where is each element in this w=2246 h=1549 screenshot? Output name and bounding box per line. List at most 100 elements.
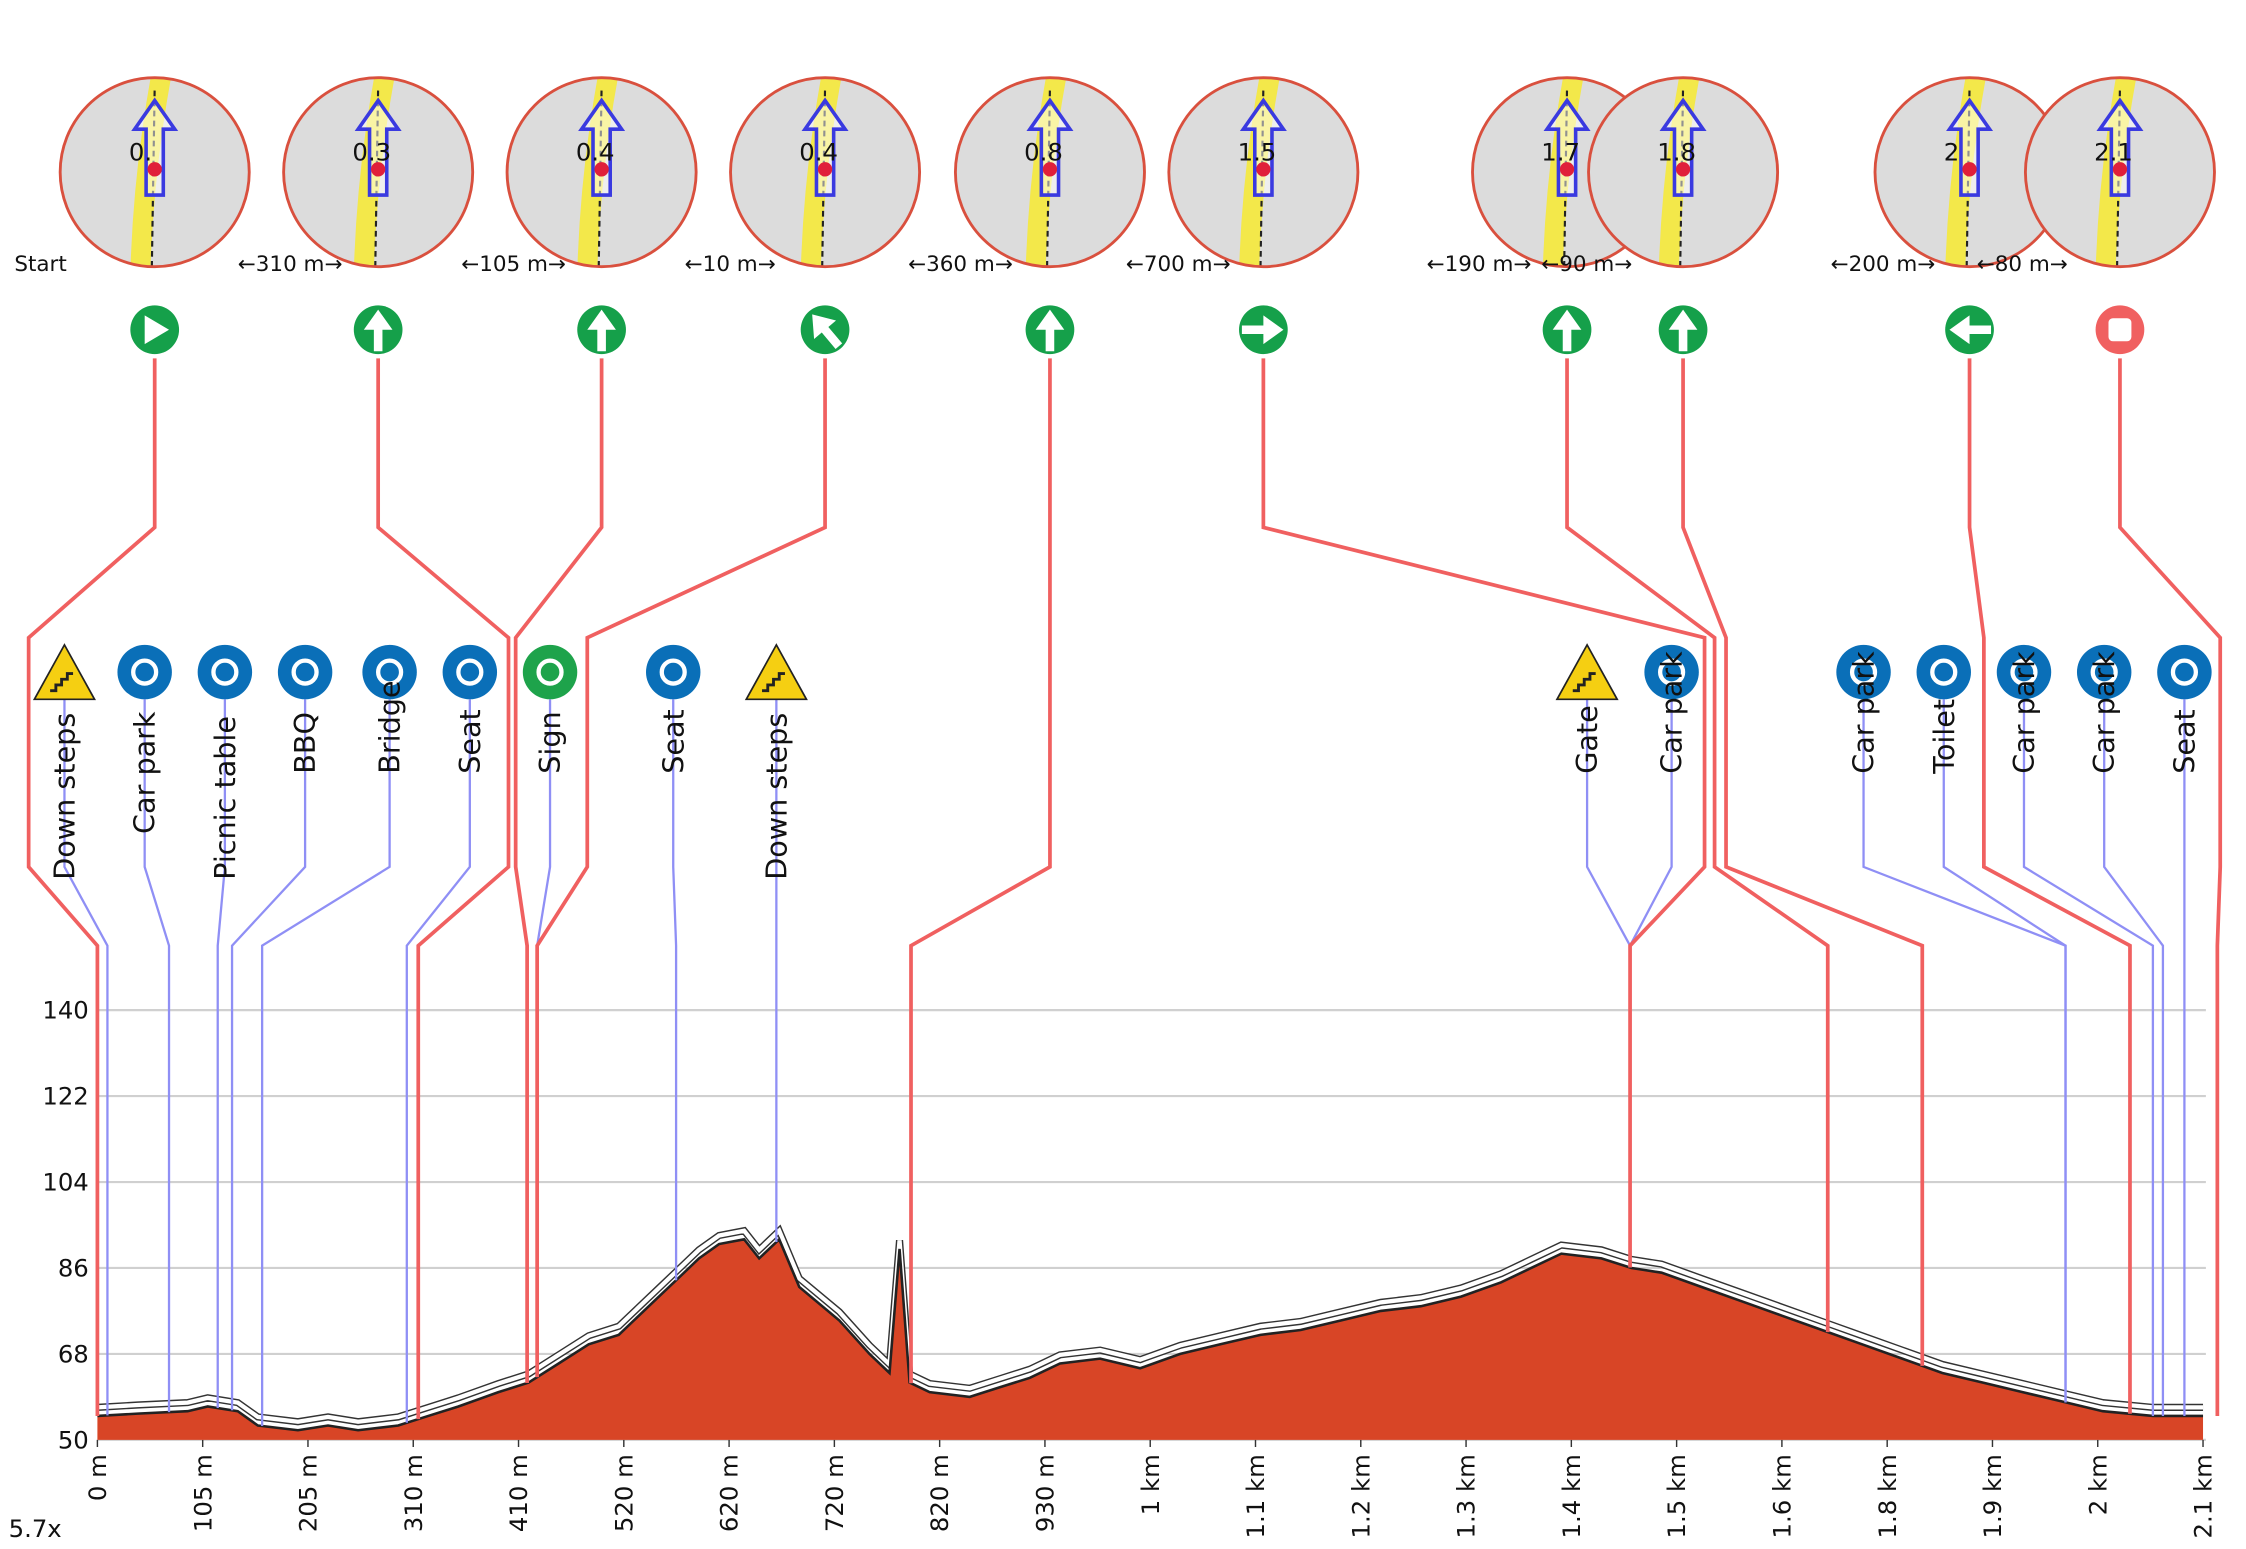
waypoint-distance-label: 2.1	[2094, 138, 2133, 167]
segment-distance: ←80 m→	[1977, 252, 2068, 277]
x-tick-label: 410 m	[504, 1454, 533, 1532]
elevation-profile-view: 5.7x 50 68 86 104 122 140 0 m 105 m 205 m 310 m 41…	[0, 0, 2246, 1549]
map-thumbnail	[60, 72, 249, 273]
map-thumbnail	[731, 72, 920, 273]
poi-name: Gate	[1570, 705, 1604, 774]
poi-connector	[1944, 699, 2066, 1402]
poi-connector	[673, 699, 676, 1280]
y-tick-label: 122	[42, 1082, 88, 1111]
waypoint-connector	[378, 358, 508, 1419]
x-tick-label: 1.8 km	[1873, 1454, 1902, 1538]
segment-distance: ←10 m→	[685, 252, 776, 277]
y-tick-label: 68	[58, 1339, 89, 1368]
waypoint-distance-label: 0.	[129, 138, 152, 167]
poi-name: Seat	[656, 709, 690, 774]
poi-icon	[443, 645, 497, 699]
x-tick-label: 2.1 km	[2189, 1454, 2218, 1538]
map-thumbnail	[507, 72, 696, 273]
poi-name: Seat	[2167, 709, 2201, 774]
segment-distance: Start	[14, 252, 66, 277]
x-tick-label: 520 m	[609, 1454, 638, 1532]
x-tick-label: 205 m	[294, 1454, 323, 1532]
poi-icon	[646, 645, 700, 699]
waypoint-distance-label: 1.8	[1657, 138, 1696, 167]
poi-name: Car park	[128, 711, 162, 834]
waypoint-distance-label: 0.8	[1024, 138, 1063, 167]
x-tick-label: 105 m	[188, 1454, 217, 1532]
poi-icon	[117, 645, 171, 699]
poi-name: Seat	[453, 709, 487, 774]
poi-icon	[2157, 645, 2211, 699]
segment-distance: ←360 m→	[908, 252, 1013, 277]
waypoint-distance-label: 0.4	[576, 138, 615, 167]
poi-name: Car park	[2087, 651, 2121, 774]
y-tick-label: 86	[58, 1254, 89, 1283]
y-tick-label: 104	[42, 1168, 88, 1197]
poi-name: Sign	[533, 711, 567, 773]
poi-name: BBQ	[288, 712, 322, 774]
x-tick-label: 930 m	[1031, 1454, 1060, 1532]
x-tick-label: 820 m	[925, 1454, 954, 1532]
y-tick-label: 140	[42, 996, 88, 1025]
waypoint-distance-label: 0.4	[799, 138, 838, 167]
waypoint-connector	[1263, 358, 1704, 1267]
segment-distance: ←310 m→	[238, 252, 343, 277]
x-tick-label: 1.1 km	[1241, 1454, 1270, 1538]
waypoint-connector	[29, 358, 155, 1416]
poi-icon	[746, 645, 806, 699]
poi-name: Car park	[1847, 651, 1881, 774]
x-tick-label: 720 m	[820, 1454, 849, 1532]
x-tick-label: 310 m	[399, 1454, 428, 1532]
poi-name: Down steps	[47, 713, 81, 880]
poi-connector	[537, 699, 550, 1377]
poi-icon	[34, 645, 94, 699]
x-tick-label: 0 m	[83, 1454, 112, 1501]
zoom-label: 5.7x	[9, 1514, 62, 1543]
waypoint-connector	[1683, 358, 1922, 1365]
poi-connector	[2104, 699, 2163, 1416]
x-tick-label: 2 km	[2083, 1454, 2112, 1515]
x-tick-label: 1.4 km	[1557, 1454, 1586, 1538]
x-tick-label: 1.5 km	[1662, 1454, 1691, 1538]
poi-connector	[1864, 699, 2066, 1402]
poi-icon	[198, 645, 252, 699]
waypoint-connector	[1970, 358, 2130, 1413]
waypoint-connector	[1567, 358, 1828, 1332]
map-thumbnail	[2025, 72, 2214, 273]
map-position	[1962, 162, 1976, 176]
poi-icon	[523, 645, 577, 699]
x-tick-label: 1 km	[1136, 1454, 1165, 1515]
x-tick-label: 1.6 km	[1767, 1454, 1796, 1538]
poi-name: Toilet	[1927, 699, 1961, 775]
poi-name: Picnic table	[208, 716, 242, 880]
waypoint-distance-label: 1.5	[1238, 138, 1277, 167]
segment-distance: ←90 m→	[1541, 252, 1632, 277]
waypoint-connector	[911, 358, 1050, 1383]
waypoint-distance-label: 0.3	[352, 138, 391, 167]
x-tick-label: 1.3 km	[1452, 1454, 1481, 1538]
x-tick-label: 620 m	[715, 1454, 744, 1532]
segment-distance: ←105 m→	[461, 252, 566, 277]
poi-connector	[262, 699, 389, 1426]
poi-icon	[278, 645, 332, 699]
waypoint-connector	[516, 358, 602, 1383]
turn-glyph	[2108, 318, 2131, 341]
poi-connector	[2024, 699, 2153, 1416]
poi-icon	[1557, 645, 1617, 699]
x-tick-label: 1.9 km	[1978, 1454, 2007, 1538]
map-thumbnail	[955, 72, 1144, 273]
map-thumbnail	[284, 72, 473, 273]
segment-distance: ←700 m→	[1126, 252, 1231, 277]
y-tick-label: 50	[58, 1425, 89, 1454]
page: {"waypoints": [ {"label": "0.", "distanc…	[0, 0, 2246, 1549]
map-thumbnail	[1169, 72, 1358, 273]
waypoint-connector	[2120, 358, 2220, 1416]
poi-name: Car park	[1655, 651, 1689, 774]
poi-connector	[232, 699, 305, 1410]
x-tick-label: 1.2 km	[1346, 1454, 1375, 1538]
poi-name: Bridge	[373, 680, 407, 773]
segment-distance: ←200 m→	[1831, 252, 1936, 277]
poi-name: Down steps	[759, 713, 793, 880]
waypoint-distance-label: 1.7	[1541, 138, 1580, 167]
segment-distance: ←190 m→	[1427, 252, 1532, 277]
